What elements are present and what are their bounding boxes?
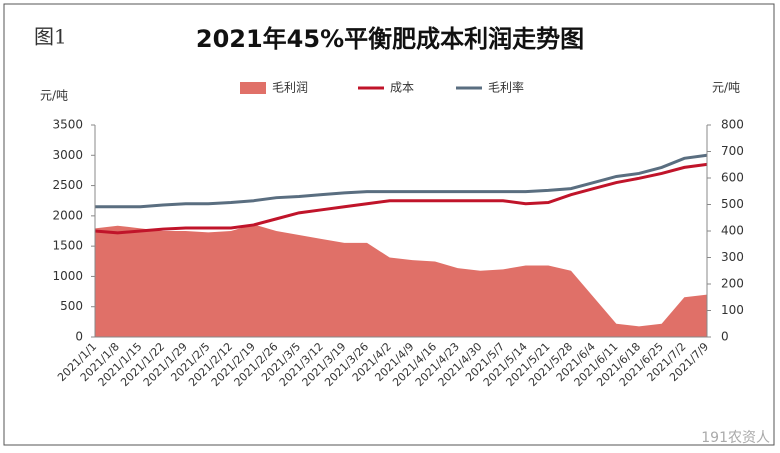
legend-swatch <box>240 82 266 94</box>
y-tick-label: 3000 <box>52 148 83 162</box>
y-tick-label: 2500 <box>52 178 83 192</box>
y2-tick-label: 300 <box>721 250 744 264</box>
y2-tick-label: 200 <box>721 277 744 291</box>
y-tick-label: 0 <box>75 330 83 344</box>
line <box>94 162 708 235</box>
watermark: 191农资人 <box>701 430 770 446</box>
area <box>95 224 707 337</box>
y2-tick-label: 100 <box>721 303 744 317</box>
y-tick-label: 500 <box>60 299 83 313</box>
y-tick-label: 2000 <box>52 208 83 222</box>
y2-tick-label: 600 <box>721 171 744 185</box>
y2-tick-label: 400 <box>721 224 744 238</box>
y2-tick-label: 500 <box>721 197 744 211</box>
figure-label: 图1 <box>34 25 67 49</box>
y2-tick-label: 800 <box>721 118 744 132</box>
legend-label: 成本 <box>390 81 414 95</box>
y-tick-label: 1000 <box>52 269 83 283</box>
y-tick-label: 3500 <box>52 118 83 132</box>
legend-label: 毛利率 <box>488 80 524 95</box>
line <box>95 153 708 209</box>
frame <box>3 3 775 446</box>
y2-axis-label: 元/吨 <box>712 81 740 95</box>
legend-label: 毛利润 <box>272 81 308 95</box>
chart-title: 2021年45%平衡肥成本利润走势图 <box>196 25 584 53</box>
y-axis-label: 元/吨 <box>40 89 68 103</box>
y-tick-label: 1500 <box>52 239 83 253</box>
y2-tick-label: 0 <box>721 330 729 344</box>
y2-tick-label: 700 <box>721 144 744 158</box>
